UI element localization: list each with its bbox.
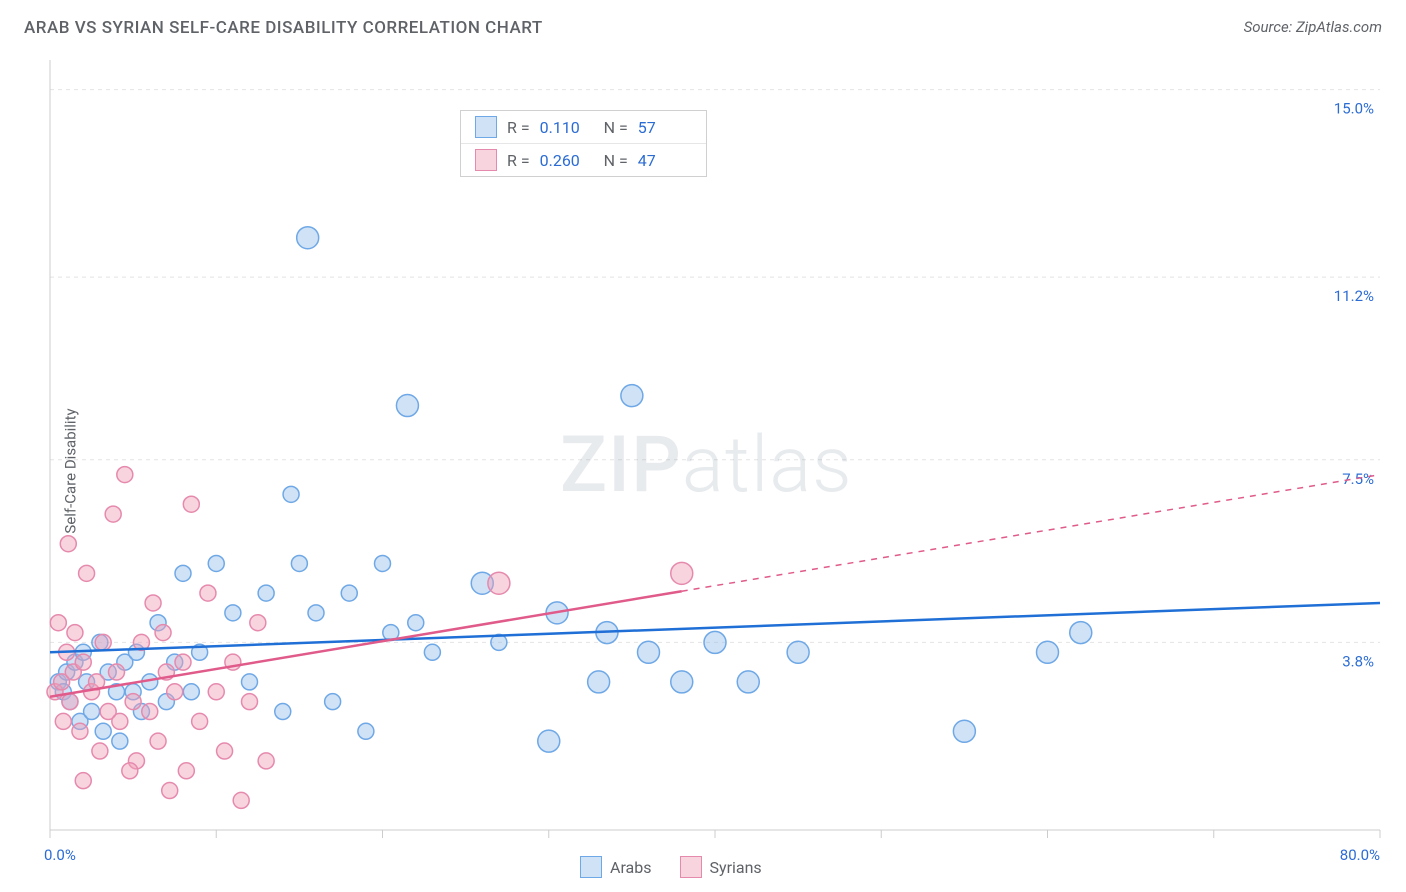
legend-item-arabs: Arabs: [580, 856, 652, 878]
legend-row-syrians: R =0.260 N =47: [461, 143, 706, 176]
swatch-syrians: [680, 856, 702, 878]
chart-title: ARAB VS SYRIAN SELF-CARE DISABILITY CORR…: [24, 18, 543, 38]
svg-text:3.8%: 3.8%: [1342, 652, 1374, 670]
svg-text:11.2%: 11.2%: [1334, 287, 1374, 305]
swatch-syrians: [475, 149, 497, 171]
chart-area: Self-Care Disability 3.8%7.5%11.2%15.0% …: [0, 50, 1406, 892]
x-axis-end-label: 80.0%: [1340, 846, 1380, 864]
x-axis-start-label: 0.0%: [44, 846, 76, 864]
swatch-arabs: [580, 856, 602, 878]
legend-item-syrians: Syrians: [680, 856, 762, 878]
source-label: Source: ZipAtlas.com: [1244, 18, 1382, 36]
correlation-legend: R =0.110 N =57 R =0.260 N =47: [460, 110, 707, 177]
series-legend: Arabs Syrians: [580, 856, 762, 878]
y-axis-label: Self-Care Disability: [62, 408, 80, 533]
svg-text:15.0%: 15.0%: [1334, 100, 1374, 118]
legend-row-arabs: R =0.110 N =57: [461, 111, 706, 143]
swatch-arabs: [475, 116, 497, 138]
